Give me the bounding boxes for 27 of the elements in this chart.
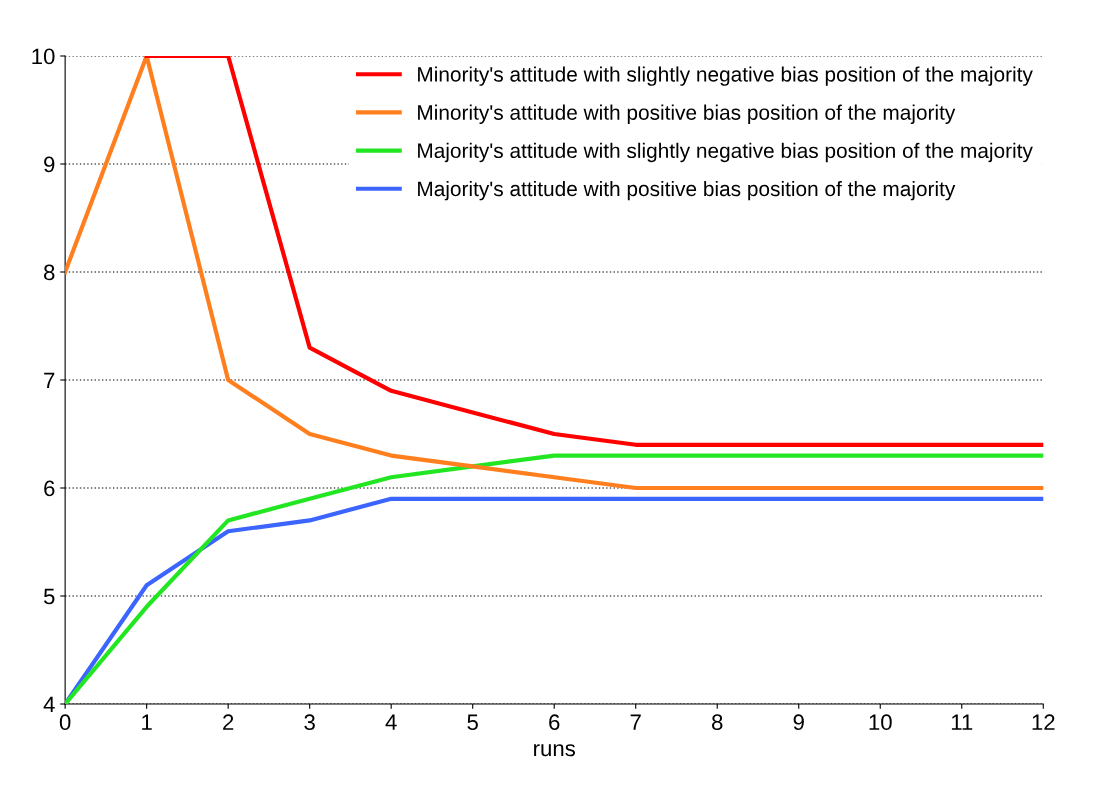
legend-label: Majority's attitude with positive bias position of the majority [418,180,956,201]
x-tick-label: 8 [712,714,723,731]
legend-label: Majority's attitude with slightly negative bias position of the majority [418,142,1033,163]
x-tick-label: 3 [304,714,315,731]
line-series [65,56,1044,491]
y-tick-label: 4 [43,696,55,713]
line-series [144,56,1044,447]
x-tick-label: 9 [793,714,804,731]
y-tick-label: 6 [44,480,55,497]
y-tick-label: 8 [44,264,55,281]
x-tick-label: 0 [59,714,71,731]
y-tick-label: 9 [44,156,55,173]
x-tick-label: 7 [630,714,641,730]
x-tick-label: 12 [1032,714,1055,730]
x-tick-label: 11 [951,714,973,730]
y-tick-label: 5 [43,588,55,605]
legend-label: Minority's attitude with slightly negative bias position of the majority [418,66,1033,86]
x-axis-title: runs [534,744,576,757]
x-tick-label: 5 [467,714,478,731]
x-tick-label: 6 [549,714,560,731]
x-tick-label: 4 [385,714,397,730]
y-tick-label: 10 [32,48,55,65]
x-tick-label: 1 [142,714,152,730]
x-tick-label: 10 [869,714,892,731]
y-tick-label: 7 [44,372,55,389]
x-tick-label: 2 [223,714,234,730]
legend-label: Minority's attitude with positive bias position of the majority [418,104,956,125]
